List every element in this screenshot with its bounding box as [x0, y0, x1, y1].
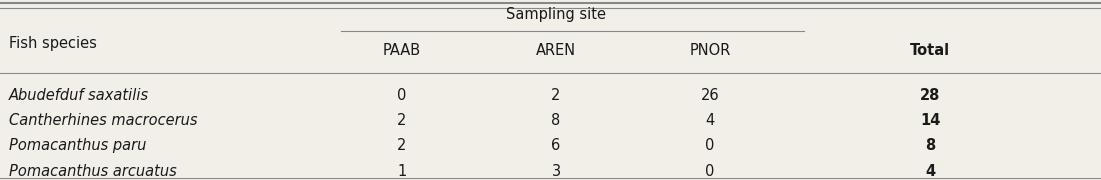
Text: 14: 14: [920, 113, 940, 128]
Text: 2: 2: [397, 138, 406, 153]
Text: Fish species: Fish species: [9, 36, 97, 51]
Text: AREN: AREN: [536, 43, 576, 58]
Text: 4: 4: [706, 113, 715, 128]
Text: 26: 26: [701, 88, 719, 103]
Text: 2: 2: [552, 88, 560, 103]
Text: Cantherhines macrocerus: Cantherhines macrocerus: [9, 113, 197, 128]
Text: 4: 4: [925, 163, 936, 179]
Text: 2: 2: [397, 113, 406, 128]
Text: Abudefduf saxatilis: Abudefduf saxatilis: [9, 88, 149, 103]
Text: 8: 8: [925, 138, 936, 153]
Text: PAAB: PAAB: [383, 43, 421, 58]
Text: 1: 1: [397, 163, 406, 179]
Text: Total: Total: [911, 43, 950, 58]
Text: 8: 8: [552, 113, 560, 128]
Text: Sampling site: Sampling site: [506, 7, 606, 22]
Text: PNOR: PNOR: [689, 43, 731, 58]
Text: 28: 28: [920, 88, 940, 103]
Text: 6: 6: [552, 138, 560, 153]
Text: 0: 0: [706, 163, 715, 179]
Text: 0: 0: [706, 138, 715, 153]
Text: Pomacanthus arcuatus: Pomacanthus arcuatus: [9, 163, 176, 179]
Text: 3: 3: [552, 163, 560, 179]
Text: 0: 0: [397, 88, 406, 103]
Text: Pomacanthus paru: Pomacanthus paru: [9, 138, 146, 153]
